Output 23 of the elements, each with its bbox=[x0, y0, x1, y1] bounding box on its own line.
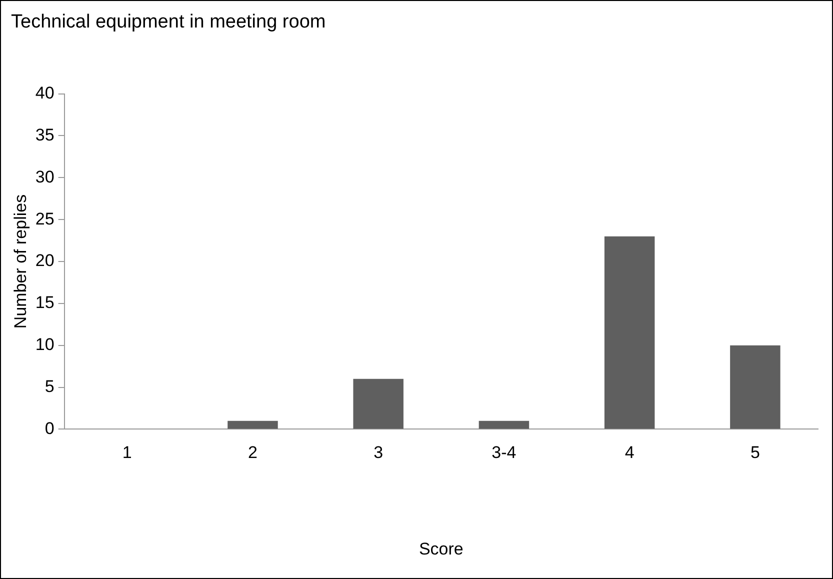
bar bbox=[604, 236, 655, 429]
bar bbox=[228, 420, 278, 429]
y-tick-label: 35 bbox=[35, 125, 54, 144]
x-tick-label: 4 bbox=[624, 443, 634, 462]
x-tick-label: 2 bbox=[248, 443, 258, 462]
y-axis-title: Number of replies bbox=[10, 194, 30, 329]
chart-title: Technical equipment in meeting room bbox=[11, 12, 326, 33]
x-tick-label: 5 bbox=[750, 443, 760, 462]
bar bbox=[730, 345, 780, 429]
y-tick-label: 10 bbox=[35, 335, 54, 354]
x-tick-label: 1 bbox=[122, 443, 132, 462]
x-tick-label: 3 bbox=[374, 443, 384, 462]
y-tick-label: 20 bbox=[35, 251, 54, 270]
y-tick-label: 30 bbox=[35, 167, 54, 186]
y-tick-label: 15 bbox=[35, 293, 54, 312]
y-tick-label: 5 bbox=[44, 376, 54, 396]
bar bbox=[478, 420, 530, 429]
x-tick-label: 3-4 bbox=[492, 443, 516, 462]
bar bbox=[353, 378, 404, 429]
y-tick-label: 40 bbox=[35, 83, 54, 102]
y-tick-label: 0 bbox=[44, 418, 54, 438]
x-axis-title: Score bbox=[418, 539, 464, 558]
y-tick-label: 25 bbox=[35, 209, 54, 228]
